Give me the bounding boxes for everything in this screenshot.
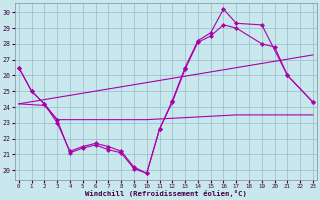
X-axis label: Windchill (Refroidissement éolien,°C): Windchill (Refroidissement éolien,°C) <box>85 190 247 197</box>
